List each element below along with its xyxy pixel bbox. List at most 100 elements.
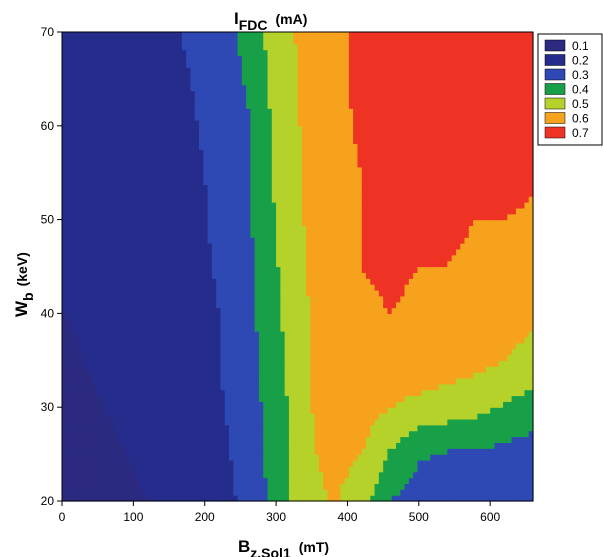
heatmap-cell xyxy=(481,342,487,350)
heatmap-cell xyxy=(404,284,410,291)
heatmap-cell xyxy=(421,307,427,314)
heatmap-cell xyxy=(237,366,243,373)
heatmap-cell xyxy=(348,301,354,309)
heatmap-cell xyxy=(173,254,179,262)
heatmap-cell xyxy=(357,389,363,397)
heatmap-cell xyxy=(520,248,526,256)
heatmap-cell xyxy=(164,448,170,455)
heatmap-cell xyxy=(451,313,457,320)
heatmap-cell xyxy=(477,289,483,297)
heatmap-cell xyxy=(233,307,239,314)
heatmap-cell xyxy=(233,295,239,303)
heatmap-cell xyxy=(477,260,483,268)
heatmap-cell xyxy=(395,313,401,320)
heatmap-cell xyxy=(100,248,106,256)
heatmap-cell xyxy=(374,237,380,244)
heatmap-cell xyxy=(186,430,192,438)
heatmap-cell xyxy=(361,254,367,262)
heatmap-cell xyxy=(344,289,350,297)
heatmap-cell xyxy=(473,465,478,473)
heatmap-cell xyxy=(503,395,508,402)
heatmap-cell xyxy=(306,307,311,314)
heatmap-cell xyxy=(211,278,217,285)
heatmap-cell xyxy=(421,442,427,449)
heatmap-cell xyxy=(336,418,341,426)
heatmap-cell xyxy=(254,436,260,443)
heatmap-cell xyxy=(164,372,170,379)
heatmap-cell xyxy=(357,360,363,367)
heatmap-cell xyxy=(96,360,102,367)
heatmap-cell xyxy=(378,289,384,297)
heatmap-cell xyxy=(336,383,341,391)
heatmap-cell xyxy=(276,418,281,426)
heatmap-cell xyxy=(443,465,448,473)
heatmap-cell xyxy=(74,471,80,479)
heatmap-cell xyxy=(455,266,461,273)
heatmap-cell xyxy=(109,360,114,367)
heatmap-cell xyxy=(147,436,153,443)
heatmap-cell xyxy=(400,442,406,449)
heatmap-cell xyxy=(400,459,406,467)
heatmap-cell xyxy=(425,243,431,250)
heatmap-cell xyxy=(481,401,487,408)
heatmap-cell xyxy=(421,319,427,326)
heatmap-cell xyxy=(241,289,247,297)
heatmap-cell xyxy=(511,454,517,461)
heatmap-cell xyxy=(348,348,354,356)
heatmap-cell xyxy=(297,266,303,273)
heatmap-cell xyxy=(190,289,196,297)
heatmap-cell xyxy=(293,442,299,449)
heatmap-cell xyxy=(173,237,179,244)
heatmap-cell xyxy=(503,401,508,408)
heatmap-cell xyxy=(254,424,260,432)
heatmap-cell xyxy=(374,442,380,449)
heatmap-cell xyxy=(151,495,157,502)
heatmap-cell xyxy=(79,336,85,344)
heatmap-cell xyxy=(267,448,273,455)
heatmap-cell xyxy=(224,231,230,238)
heatmap-cell xyxy=(430,260,436,268)
heatmap-cell xyxy=(361,495,367,502)
heatmap-cell xyxy=(395,495,401,502)
heatmap-cell xyxy=(203,360,209,367)
heatmap-cell xyxy=(318,395,324,402)
heatmap-cell xyxy=(383,301,389,309)
heatmap-cell xyxy=(121,489,127,496)
heatmap-cell xyxy=(515,284,521,291)
heatmap-cell xyxy=(366,313,371,320)
heatmap-cell xyxy=(254,330,260,338)
heatmap-cell xyxy=(62,342,67,350)
heatmap-cell xyxy=(383,284,389,291)
heatmap-cell xyxy=(306,372,311,379)
heatmap-cell xyxy=(151,342,157,350)
heatmap-cell xyxy=(143,477,149,485)
heatmap-cell xyxy=(494,366,500,373)
heatmap-cell xyxy=(280,413,286,420)
heatmap-cell xyxy=(425,330,431,338)
heatmap-cell xyxy=(310,483,316,490)
heatmap-cell xyxy=(404,442,410,449)
heatmap-cell xyxy=(434,237,440,244)
heatmap-cell xyxy=(400,237,406,244)
heatmap-cell xyxy=(494,295,500,303)
heatmap-cell xyxy=(246,459,251,467)
heatmap-cell xyxy=(74,272,80,279)
heatmap-cell xyxy=(194,366,200,373)
heatmap-cell xyxy=(366,401,371,408)
heatmap-cell xyxy=(391,495,397,502)
heatmap-cell xyxy=(199,483,204,490)
heatmap-cell xyxy=(207,289,213,297)
heatmap-cell xyxy=(301,336,307,344)
heatmap-cell xyxy=(96,243,102,250)
heatmap-cell xyxy=(91,342,97,350)
heatmap-cell xyxy=(425,319,431,326)
heatmap-cell xyxy=(391,301,397,309)
heatmap-cell xyxy=(126,459,132,467)
heatmap-cell xyxy=(181,407,187,414)
heatmap-cell xyxy=(306,442,311,449)
heatmap-cell xyxy=(254,342,260,350)
heatmap-cell xyxy=(276,483,281,490)
heatmap-cell xyxy=(370,436,376,443)
heatmap-cell xyxy=(451,448,457,455)
heatmap-cell xyxy=(528,301,534,309)
